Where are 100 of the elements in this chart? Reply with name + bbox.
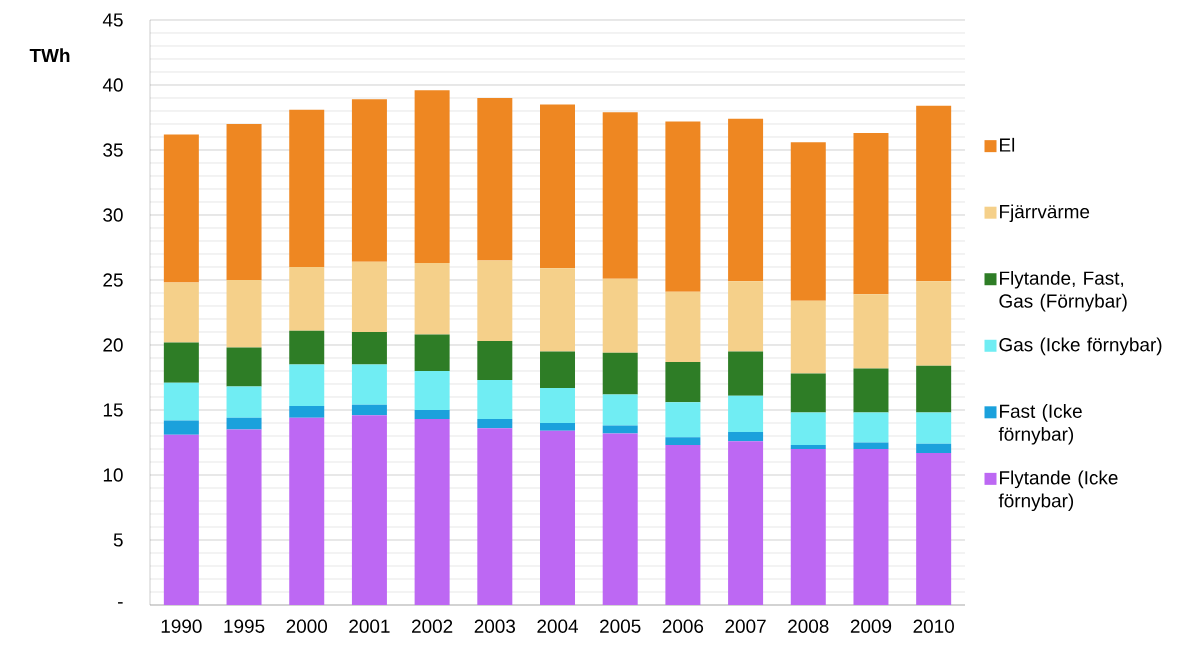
bar: [916, 452, 952, 605]
bar: [602, 425, 638, 434]
bar: [226, 280, 262, 348]
x-tick-label: 2000: [286, 619, 328, 633]
y-tick-label: 10: [103, 468, 123, 482]
bar: [790, 142, 826, 301]
bar: [540, 387, 576, 423]
legend-label: Fast (Icke förnybar): [998, 404, 1082, 445]
x-tick-label: 2007: [725, 619, 766, 633]
x-tick-label: 2003: [474, 619, 516, 633]
bar: [163, 342, 199, 383]
bar: [163, 282, 199, 343]
bar: [665, 437, 701, 446]
bar: [540, 430, 576, 605]
y-tick-label: 45: [102, 13, 123, 27]
legend-label: Flytande (Icke förnybar): [998, 470, 1118, 512]
legend-label: El: [1000, 137, 1015, 152]
bar: [665, 121, 701, 292]
x-tick-label: 2004: [537, 619, 578, 633]
bar: [351, 404, 387, 416]
bar: [226, 347, 262, 387]
bar: [163, 420, 199, 435]
bar: [602, 112, 638, 279]
bar: [790, 300, 826, 374]
bar: [289, 109, 325, 267]
bar: [289, 364, 325, 407]
bar: [414, 334, 450, 371]
bar: [289, 406, 325, 418]
bar: [477, 419, 513, 429]
bar: [728, 281, 764, 352]
x-tick-label: 2002: [412, 619, 453, 633]
bar: [602, 352, 638, 395]
bar: [853, 449, 889, 605]
bar: [163, 434, 199, 605]
bar: [790, 373, 826, 413]
bar: [289, 417, 325, 605]
bar: [665, 291, 701, 362]
bar: [916, 412, 952, 444]
bar: [602, 278, 638, 353]
y-tick-label: 30: [103, 208, 123, 222]
bar: [790, 412, 826, 446]
bar: [853, 412, 889, 443]
bar: [916, 365, 952, 413]
legend-label: Flytande, Fast, Gas (Förnybar): [999, 270, 1127, 312]
bar: [226, 386, 262, 418]
x-tick-label: 2008: [788, 619, 829, 633]
bar: [602, 433, 638, 605]
x-tick-label: 2005: [600, 619, 641, 633]
bar: [351, 415, 387, 605]
bar: [728, 351, 764, 396]
bar: [351, 261, 387, 332]
x-tick-label: 2010: [913, 619, 954, 633]
bar: [916, 443, 952, 453]
bar: [728, 441, 764, 605]
bar: [163, 134, 199, 283]
bar: [853, 294, 889, 369]
bar: [853, 442, 889, 449]
bar: [163, 382, 199, 421]
y-tick-label: 25: [103, 273, 123, 287]
bar: [414, 90, 450, 264]
bar: [351, 99, 387, 262]
bar: [226, 429, 262, 605]
bar: [351, 332, 387, 365]
bar: [540, 423, 576, 431]
y-tick-label: 15: [103, 403, 123, 417]
y-tick-label: 20: [103, 338, 123, 352]
bar: [728, 395, 764, 433]
bar: [790, 445, 826, 449]
bar: [414, 371, 450, 410]
y-tick-label: 35: [103, 143, 123, 157]
y-tick-label: 5: [113, 533, 123, 547]
bar: [477, 380, 513, 420]
x-tick-label: 1995: [224, 619, 265, 633]
bar: [916, 281, 952, 366]
bar: [477, 341, 513, 381]
bar: [540, 268, 576, 352]
bar: [477, 98, 513, 261]
bar: [602, 394, 638, 426]
bar: [665, 402, 701, 438]
bar: [477, 260, 513, 342]
bar: [414, 419, 450, 605]
y-axis-title: TWh: [29, 48, 70, 62]
bar: [289, 267, 325, 331]
bar: [477, 428, 513, 605]
x-tick-label: 2001: [349, 619, 390, 633]
bar: [540, 351, 576, 388]
y-tick-label: 40: [102, 78, 123, 92]
bar: [853, 133, 889, 295]
bar: [289, 330, 325, 365]
x-tick-label: 1990: [161, 619, 202, 633]
bar: [853, 368, 889, 413]
bar: [226, 124, 262, 280]
x-tick-label: 2006: [662, 619, 704, 633]
legend-label: Fjärrvärme: [1000, 204, 1090, 223]
bar: [665, 445, 701, 605]
bar: [540, 104, 576, 269]
bar: [226, 417, 262, 430]
y-tick-label: -: [118, 602, 123, 604]
bar: [916, 105, 952, 282]
bar: [728, 118, 764, 282]
